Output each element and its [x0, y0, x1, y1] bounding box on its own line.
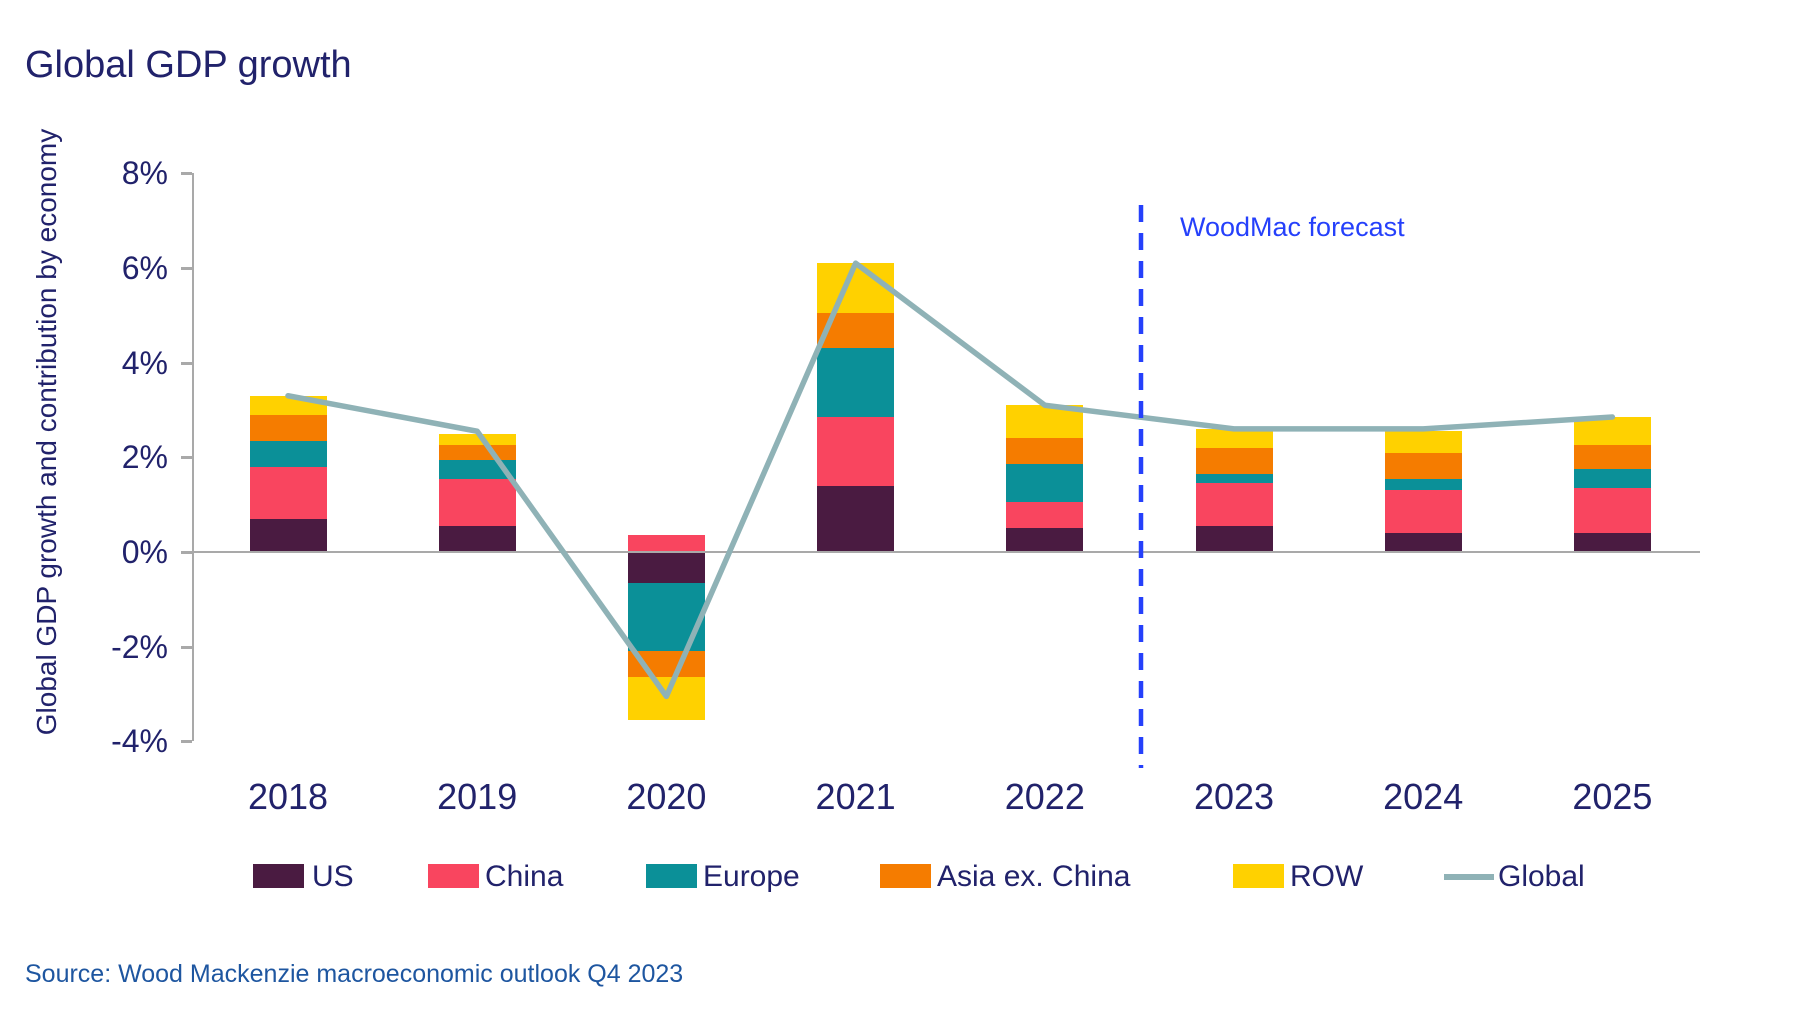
- y-tick-mark: [181, 551, 192, 554]
- bar-segment-row-2021: [817, 263, 895, 313]
- legend-color-swatch: [880, 864, 931, 888]
- legend-line-swatch: [1444, 874, 1494, 880]
- bar-segment-us-2018: [249, 518, 327, 552]
- y-tick-mark: [181, 172, 192, 176]
- zero-gridline: [192, 551, 1700, 553]
- legend-label: Asia ex. China: [937, 860, 1131, 893]
- bar-segment-us-2024: [1384, 533, 1462, 552]
- bar-segment-europe-2024: [1384, 478, 1462, 491]
- legend-label: Europe: [703, 860, 800, 893]
- bar-segment-china-2019: [438, 478, 516, 526]
- bar-segment-europe-2019: [438, 459, 516, 479]
- bar-segment-asia-ex-china-2020: [627, 651, 705, 678]
- bar-segment-us-2020: [627, 552, 705, 583]
- bar-segment-china-2018: [249, 466, 327, 519]
- bar-segment-asia-ex-china-2021: [817, 312, 895, 349]
- bar-segment-us-2019: [438, 525, 516, 552]
- legend-color-swatch: [646, 864, 697, 888]
- source-text: Source: Wood Mackenzie macroeconomic out…: [25, 960, 684, 988]
- y-tick-label: 4%: [121, 344, 168, 381]
- bar-segment-europe-2020: [627, 582, 705, 652]
- bar-segment-asia-ex-china-2019: [438, 445, 516, 460]
- y-axis-line: [192, 173, 194, 741]
- forecast-label: WoodMac forecast: [1180, 212, 1405, 242]
- bar-segment-china-2021: [817, 417, 895, 486]
- bar-segment-row-2018: [249, 395, 327, 415]
- bar-segment-europe-2021: [817, 348, 895, 418]
- bar-segment-asia-ex-china-2024: [1384, 452, 1462, 479]
- y-tick-mark: [181, 645, 192, 649]
- bar-segment-row-2019: [438, 433, 516, 446]
- y-tick-mark: [181, 456, 192, 460]
- x-axis-label-2020: 2020: [626, 776, 707, 817]
- bar-segment-asia-ex-china-2023: [1195, 447, 1273, 474]
- bar-segment-europe-2022: [1006, 464, 1084, 503]
- bar-segment-europe-2025: [1573, 469, 1651, 489]
- bar-segment-us-2021: [817, 485, 895, 552]
- bar-segment-asia-ex-china-2022: [1006, 438, 1084, 465]
- bar-segment-china-2022: [1006, 502, 1084, 529]
- bar-segment-row-2022: [1006, 405, 1084, 439]
- bar-segment-europe-2023: [1195, 473, 1273, 484]
- y-tick-label: -4%: [111, 723, 168, 760]
- bar-segment-asia-ex-china-2018: [249, 414, 327, 441]
- y-tick-mark: [181, 361, 192, 365]
- bar-segment-us-2025: [1573, 533, 1651, 552]
- bar-segment-china-2020: [627, 535, 705, 552]
- legend-label: Global: [1498, 860, 1585, 893]
- x-axis-label-2024: 2024: [1383, 776, 1464, 817]
- bar-segment-asia-ex-china-2025: [1573, 445, 1651, 470]
- x-axis-label-2021: 2021: [815, 776, 896, 817]
- legend-label: China: [485, 860, 564, 893]
- y-tick-label: -2%: [111, 628, 168, 665]
- bar-segment-row-2024: [1384, 431, 1462, 453]
- legend-color-swatch: [253, 864, 304, 888]
- y-tick-mark: [181, 740, 192, 744]
- bar-segment-row-2023: [1195, 428, 1273, 448]
- bar-segment-china-2024: [1384, 490, 1462, 534]
- bar-segment-us-2022: [1006, 528, 1084, 552]
- y-tick-mark: [181, 266, 192, 270]
- x-axis-label-2018: 2018: [247, 776, 329, 817]
- y-tick-label: 0%: [121, 534, 168, 570]
- y-tick-label: 6%: [121, 249, 168, 286]
- bar-segment-europe-2018: [249, 440, 327, 467]
- x-axis-label-2022: 2022: [1004, 776, 1085, 817]
- bar-segment-us-2023: [1195, 525, 1273, 552]
- legend-label: ROW: [1290, 860, 1364, 893]
- legend-label: US: [312, 860, 354, 893]
- chart-title: Global GDP growth: [25, 44, 352, 86]
- legend-color-swatch: [1233, 864, 1284, 888]
- x-axis-label-2019: 2019: [437, 776, 518, 817]
- x-axis-label-2025: 2025: [1572, 776, 1653, 817]
- bar-segment-row-2025: [1573, 417, 1651, 446]
- x-axis-label-2023: 2023: [1193, 776, 1275, 817]
- bar-segment-china-2025: [1573, 488, 1651, 534]
- legend-color-swatch: [428, 864, 479, 888]
- y-tick-label: 2%: [121, 439, 168, 476]
- bar-segment-row-2020: [627, 677, 705, 721]
- y-tick-label: 8%: [121, 155, 168, 192]
- bar-segment-china-2023: [1195, 483, 1273, 526]
